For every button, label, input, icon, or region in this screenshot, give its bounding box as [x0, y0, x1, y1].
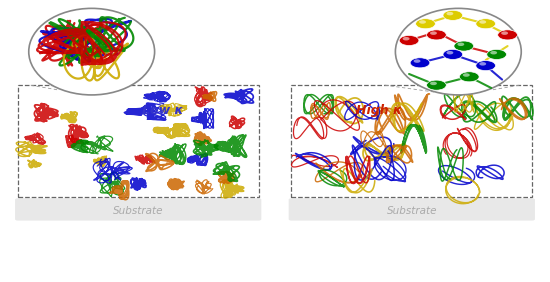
Bar	[18, 85, 258, 197]
Circle shape	[414, 59, 421, 63]
Circle shape	[430, 81, 437, 85]
Circle shape	[459, 72, 479, 82]
Circle shape	[487, 49, 507, 60]
FancyBboxPatch shape	[289, 198, 535, 221]
Circle shape	[443, 10, 463, 20]
Circle shape	[410, 58, 430, 68]
FancyBboxPatch shape	[15, 198, 261, 221]
Circle shape	[430, 31, 437, 35]
Text: High κ: High κ	[356, 104, 402, 117]
Circle shape	[498, 30, 518, 40]
Text: Low κ: Low κ	[142, 104, 184, 117]
Circle shape	[427, 80, 446, 90]
Circle shape	[479, 20, 486, 24]
Circle shape	[403, 37, 410, 41]
Circle shape	[479, 62, 486, 66]
Circle shape	[458, 43, 464, 46]
Circle shape	[454, 41, 474, 51]
Circle shape	[476, 61, 496, 70]
Text: Substrate: Substrate	[387, 206, 437, 216]
Circle shape	[490, 51, 497, 54]
Circle shape	[447, 12, 453, 15]
Bar	[292, 85, 532, 197]
Circle shape	[501, 31, 508, 35]
Circle shape	[447, 51, 453, 54]
Circle shape	[463, 73, 470, 77]
Circle shape	[399, 36, 419, 45]
Circle shape	[443, 49, 463, 60]
Circle shape	[427, 30, 446, 40]
Circle shape	[419, 20, 426, 24]
Text: Substrate: Substrate	[113, 206, 163, 216]
Ellipse shape	[29, 8, 155, 95]
Ellipse shape	[395, 8, 521, 95]
Circle shape	[476, 19, 496, 29]
Circle shape	[416, 19, 436, 29]
